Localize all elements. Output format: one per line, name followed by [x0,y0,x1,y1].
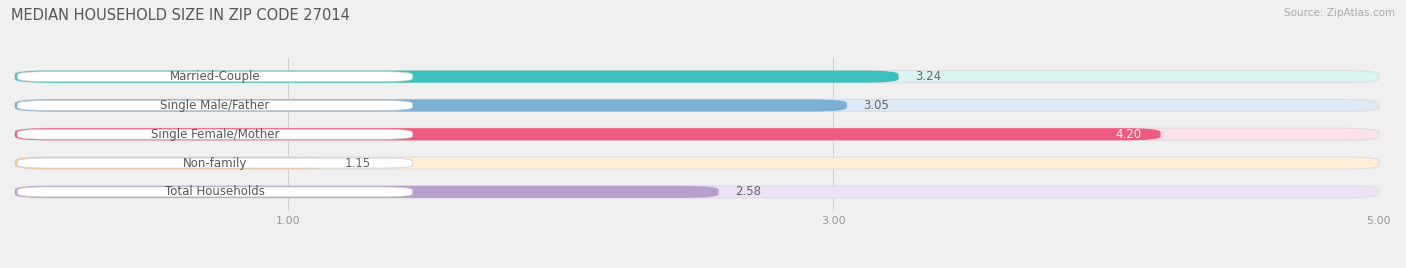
Text: 4.20: 4.20 [1115,128,1142,141]
FancyBboxPatch shape [15,128,1160,140]
Text: Single Male/Father: Single Male/Father [160,99,270,112]
FancyBboxPatch shape [15,70,1379,83]
FancyBboxPatch shape [17,187,412,197]
Text: 3.05: 3.05 [863,99,889,112]
Text: Total Households: Total Households [165,185,264,198]
FancyBboxPatch shape [17,158,412,168]
FancyBboxPatch shape [15,128,1379,140]
Text: 3.24: 3.24 [915,70,941,83]
Text: 2.58: 2.58 [735,185,761,198]
Text: Single Female/Mother: Single Female/Mother [150,128,280,141]
FancyBboxPatch shape [15,99,1379,111]
Text: MEDIAN HOUSEHOLD SIZE IN ZIP CODE 27014: MEDIAN HOUSEHOLD SIZE IN ZIP CODE 27014 [11,8,350,23]
FancyBboxPatch shape [15,157,329,169]
FancyBboxPatch shape [17,72,412,81]
FancyBboxPatch shape [15,186,1379,198]
FancyBboxPatch shape [15,70,898,83]
Text: 1.15: 1.15 [344,157,371,170]
Text: Non-family: Non-family [183,157,247,170]
FancyBboxPatch shape [15,157,1379,169]
FancyBboxPatch shape [15,99,846,111]
Text: Source: ZipAtlas.com: Source: ZipAtlas.com [1284,8,1395,18]
FancyBboxPatch shape [17,129,412,139]
FancyBboxPatch shape [17,100,412,110]
Text: Married-Couple: Married-Couple [170,70,260,83]
FancyBboxPatch shape [15,186,718,198]
